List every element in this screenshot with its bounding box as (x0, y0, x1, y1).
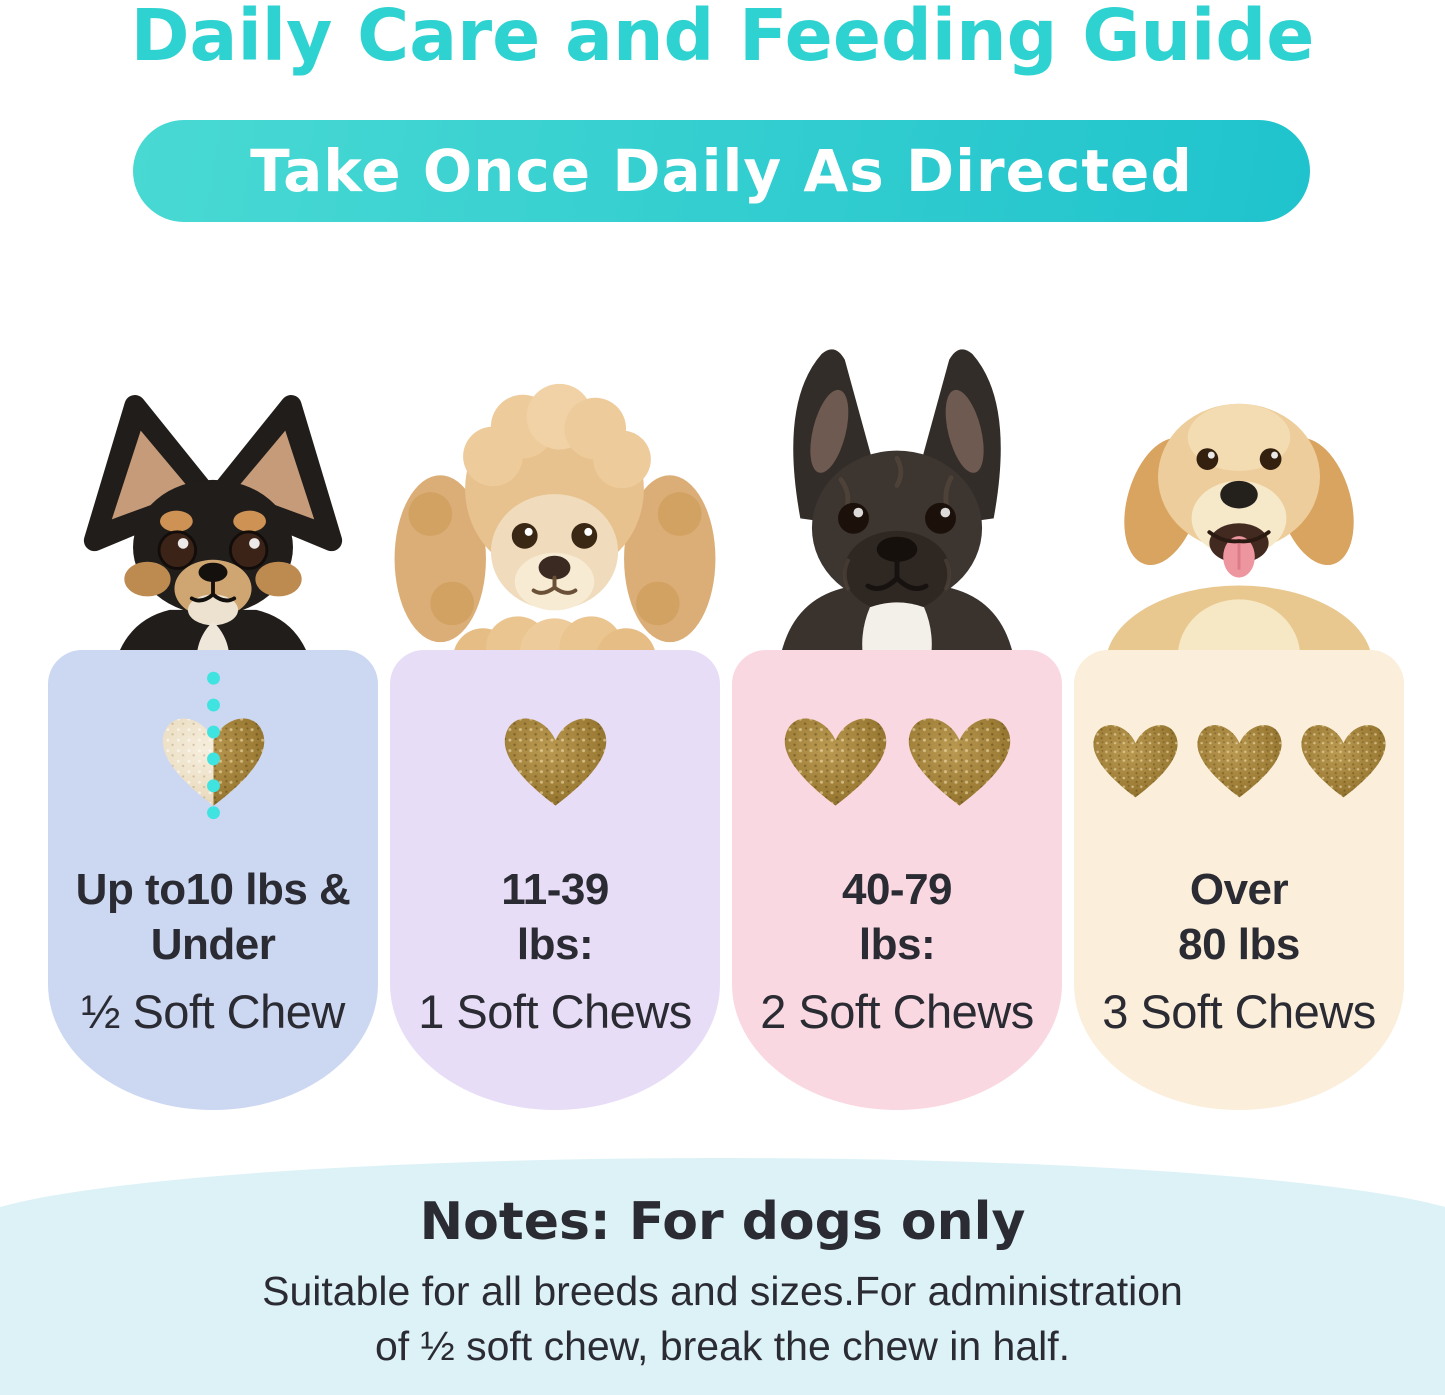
dose-label: 3 Soft Chews (1102, 985, 1376, 1038)
dosage-banner-label: Take Once Daily As Directed (250, 137, 1193, 205)
weight-range-label: 11-39 lbs: (501, 865, 609, 969)
weight-group-up-to-10-lbs: Up to10 lbs & Under ½ Soft Chew (48, 395, 378, 1110)
dose-label: ½ Soft Chew (81, 985, 345, 1038)
soft-chew-icon (908, 718, 1010, 806)
weight-range-label: Up to10 lbs & Under (75, 865, 351, 969)
weight-groups: Up to10 lbs & Under ½ Soft Chew (48, 349, 1404, 1110)
weight-group-11-39-lbs: 11-39 lbs: 1 Soft Chews (390, 383, 720, 1110)
weight-group-over-80-lbs: Over 80 lbs 3 Soft Chews (1074, 403, 1404, 1110)
notes-section: Notes: For dogs only Suitable for all br… (0, 1158, 1445, 1395)
half-soft-chew-icon (162, 671, 264, 847)
chew-icons-row (390, 660, 720, 858)
weight-range-label: Over 80 lbs (1178, 865, 1300, 969)
poodle-photo (388, 365, 722, 668)
soft-chew-icon (784, 718, 886, 806)
dose-label: 2 Soft Chews (760, 985, 1034, 1038)
golden-retriever-photo (1076, 335, 1402, 678)
dosage-card: 40-79 lbs: 2 Soft Chews (732, 650, 1062, 1110)
notes-body-line-1: Suitable for all breeds and sizes.For ad… (262, 1268, 1183, 1314)
soft-chew-icon (1300, 725, 1386, 798)
dosage-card: 11-39 lbs: 1 Soft Chews (390, 650, 720, 1110)
french-bulldog-photo (752, 320, 1042, 678)
dosage-banner: Take Once Daily As Directed (133, 120, 1310, 222)
notes-body-line-2: of ½ soft chew, break the chew in half. (374, 1323, 1071, 1369)
chew-icons-row (1074, 660, 1404, 858)
notes-title: Notes: For dogs only (419, 1192, 1026, 1252)
page-title: Daily Care and Feeding Guide (130, 0, 1315, 77)
dosage-card: Up to10 lbs & Under ½ Soft Chew (48, 650, 378, 1110)
dosage-card: Over 80 lbs 3 Soft Chews (1074, 650, 1404, 1110)
weight-range-label: 40-79 lbs: (841, 865, 953, 969)
soft-chew-icon (1092, 725, 1178, 798)
soft-chew-icon (504, 718, 606, 806)
dose-label: 1 Soft Chews (418, 985, 692, 1038)
chew-icons-row (48, 660, 378, 858)
chihuahua-photo (54, 378, 372, 678)
soft-chew-icon (1196, 725, 1282, 798)
chew-icons-row (732, 660, 1062, 858)
weight-group-40-79-lbs: 40-79 lbs: 2 Soft Chews (732, 349, 1062, 1110)
